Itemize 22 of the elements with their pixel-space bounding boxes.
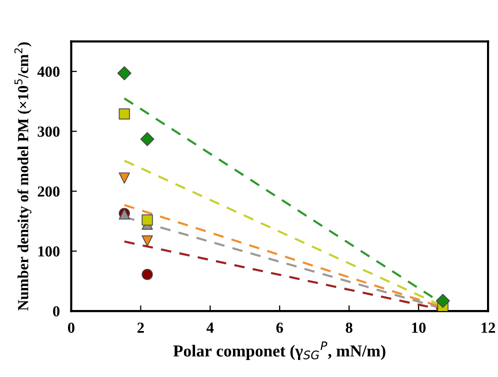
y-tick-label: 400 — [37, 66, 60, 77]
x-tick-label: 10 — [412, 322, 426, 333]
x-tick-label: 6 — [276, 322, 283, 333]
point — [142, 214, 153, 226]
x-tick-label: 0 — [68, 322, 74, 333]
x-tick-label: 2 — [138, 322, 144, 333]
x-tick-label: 8 — [346, 322, 352, 333]
y-tick-label: 0 — [53, 306, 60, 316]
y-tick-label: 100 — [38, 246, 60, 257]
x-axis-title: Polar componet (γ$_{SG}$$^{P}$, mN/m) — [173, 342, 386, 360]
y-tick-label: 300 — [38, 126, 60, 137]
y-tick-label: 200 — [38, 186, 60, 197]
point — [117, 66, 132, 80]
point — [140, 132, 154, 146]
x-tick-label: 12 — [482, 322, 496, 333]
point — [118, 108, 130, 120]
y-axis-title: Number density of model PM (×10$^{5}$/cm$^{2}$) — [14, 42, 32, 311]
point — [142, 268, 153, 280]
point — [436, 294, 450, 308]
point — [142, 235, 153, 247]
point — [118, 172, 130, 184]
x-tick-label: 4 — [206, 322, 214, 333]
